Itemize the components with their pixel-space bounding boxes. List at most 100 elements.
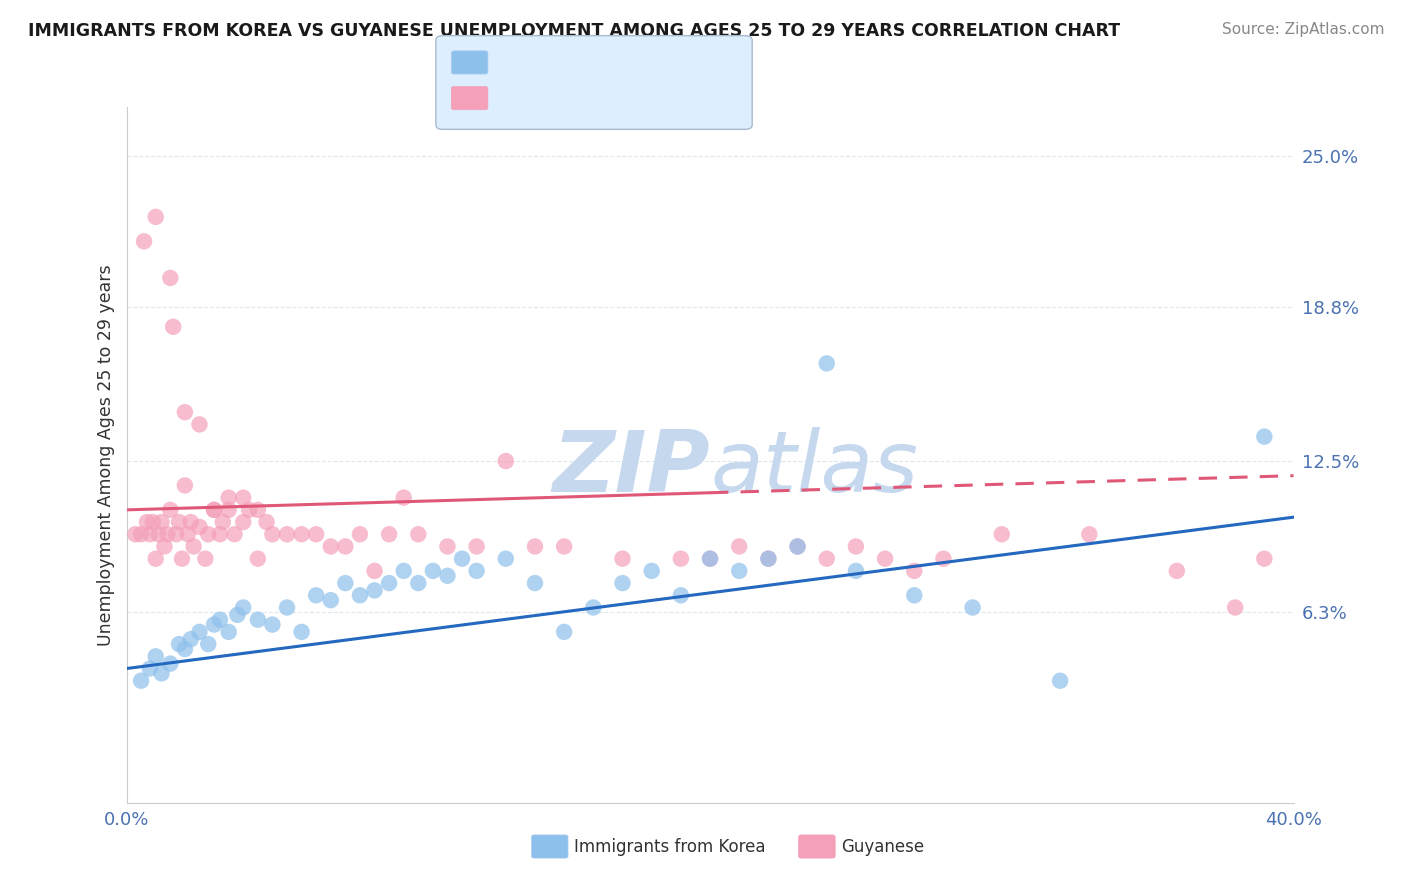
Point	[845, 540, 868, 554]
Point	[174, 642, 197, 657]
Point	[238, 503, 260, 517]
Point	[436, 568, 458, 582]
Point	[218, 503, 240, 517]
Point	[174, 405, 197, 419]
Point	[156, 527, 179, 541]
Point	[612, 576, 634, 591]
Point	[524, 576, 547, 591]
Text: Immigrants from Korea: Immigrants from Korea	[574, 838, 765, 855]
Point	[202, 503, 225, 517]
Point	[167, 515, 190, 529]
Point	[553, 624, 575, 639]
Point	[495, 551, 517, 566]
Point	[159, 503, 181, 517]
Point	[363, 583, 385, 598]
Point	[815, 551, 838, 566]
Point	[786, 540, 808, 554]
Point	[728, 564, 751, 578]
Point	[335, 540, 357, 554]
Point	[786, 540, 808, 554]
Point	[232, 491, 254, 505]
Point	[256, 515, 278, 529]
Point	[378, 576, 401, 591]
Point	[349, 527, 371, 541]
Y-axis label: Unemployment Among Ages 25 to 29 years: Unemployment Among Ages 25 to 29 years	[97, 264, 115, 646]
Point	[845, 564, 868, 578]
Text: N =: N =	[595, 54, 634, 71]
Point	[139, 527, 162, 541]
Point	[145, 649, 167, 664]
Point	[728, 540, 751, 554]
Point	[932, 551, 955, 566]
Point	[232, 600, 254, 615]
Text: ZIP: ZIP	[553, 427, 710, 510]
Point	[669, 588, 692, 602]
Text: 0.022: 0.022	[538, 89, 589, 107]
Point	[392, 564, 415, 578]
Point	[875, 551, 897, 566]
Point	[276, 527, 298, 541]
Point	[524, 540, 547, 554]
Point	[495, 454, 517, 468]
Point	[132, 235, 155, 249]
Point	[1253, 551, 1275, 566]
Point	[319, 540, 342, 554]
Point	[202, 503, 225, 517]
Point	[218, 491, 240, 505]
Point	[436, 540, 458, 554]
Point	[378, 527, 401, 541]
Point	[226, 607, 249, 622]
Point	[177, 527, 200, 541]
Point	[582, 600, 605, 615]
Point	[262, 527, 284, 541]
Point	[145, 551, 167, 566]
Point	[669, 551, 692, 566]
Point	[180, 632, 202, 647]
Point	[1166, 564, 1188, 578]
Point	[142, 515, 165, 529]
Point	[136, 515, 159, 529]
Point	[246, 503, 269, 517]
Point	[815, 356, 838, 370]
Point	[305, 527, 328, 541]
Point	[188, 417, 211, 432]
Point	[246, 613, 269, 627]
Text: R =: R =	[492, 54, 531, 71]
Point	[363, 564, 385, 578]
Point	[451, 551, 474, 566]
Point	[335, 576, 357, 591]
Point	[422, 564, 444, 578]
Text: 72: 72	[637, 89, 662, 107]
Point	[159, 657, 181, 671]
Point	[756, 551, 779, 566]
Text: Source: ZipAtlas.com: Source: ZipAtlas.com	[1222, 22, 1385, 37]
Point	[305, 588, 328, 602]
Point	[1049, 673, 1071, 688]
Text: IMMIGRANTS FROM KOREA VS GUYANESE UNEMPLOYMENT AMONG AGES 25 TO 29 YEARS CORRELA: IMMIGRANTS FROM KOREA VS GUYANESE UNEMPL…	[28, 22, 1121, 40]
Text: N =: N =	[595, 89, 634, 107]
Point	[246, 551, 269, 566]
Text: 0.161: 0.161	[538, 54, 589, 71]
Point	[218, 624, 240, 639]
Point	[699, 551, 721, 566]
Point	[612, 551, 634, 566]
Point	[197, 637, 219, 651]
Point	[139, 661, 162, 675]
Point	[162, 319, 184, 334]
Point	[1078, 527, 1101, 541]
Point	[197, 527, 219, 541]
Point	[129, 527, 152, 541]
Point	[408, 527, 430, 541]
Text: 48: 48	[637, 54, 662, 71]
Point	[188, 624, 211, 639]
Point	[167, 637, 190, 651]
Point	[165, 527, 187, 541]
Point	[202, 617, 225, 632]
Point	[183, 540, 205, 554]
Point	[188, 520, 211, 534]
Point	[174, 478, 197, 492]
Point	[276, 600, 298, 615]
Text: R =: R =	[492, 89, 531, 107]
Point	[124, 527, 146, 541]
Point	[150, 666, 173, 681]
